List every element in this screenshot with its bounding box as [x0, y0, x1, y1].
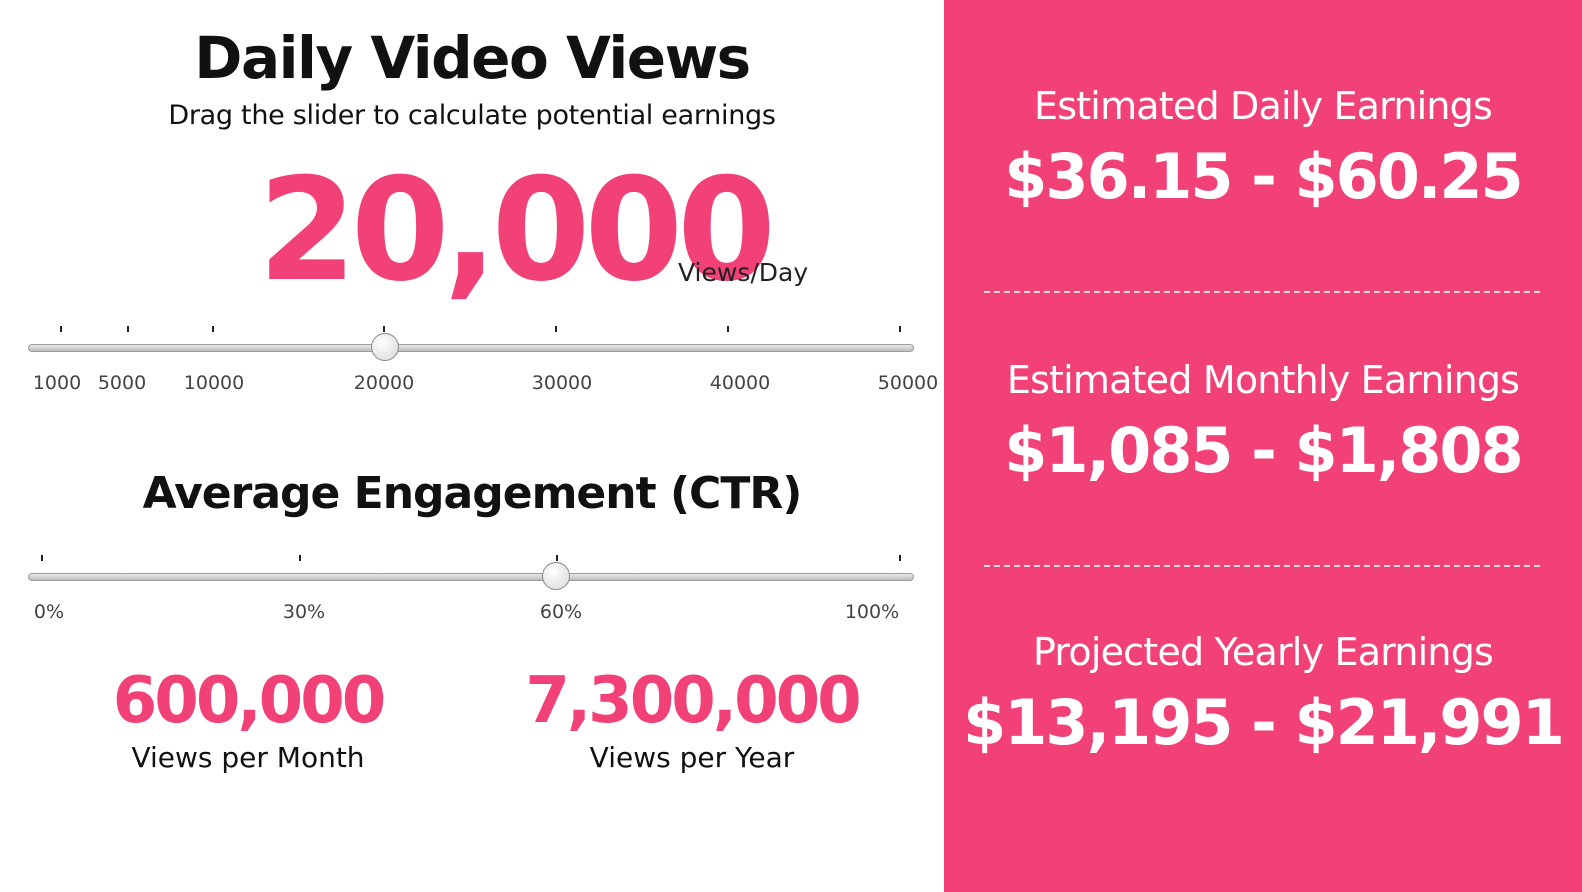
divider — [984, 565, 1540, 567]
slider-track[interactable] — [28, 573, 914, 581]
monthly-earnings-block: Estimated Monthly Earnings $1,085 - $1,8… — [944, 358, 1582, 487]
slider-tick-label: 20000 — [353, 372, 415, 394]
slider-tick — [41, 555, 43, 561]
yearly-views-stat: 7,300,000 Views per Year — [522, 664, 862, 775]
earnings-panel: Estimated Daily Earnings $36.15 - $60.25… — [944, 0, 1582, 892]
slider-tick-label: 100% — [844, 601, 900, 623]
daily-earnings-label: Estimated Daily Earnings — [1034, 84, 1493, 128]
slider-tick — [899, 326, 901, 332]
slider-tick-label: 50000 — [877, 372, 939, 394]
divider — [984, 291, 1540, 293]
monthly-views-label: Views per Month — [131, 741, 365, 775]
slider-tick-label: 1000 — [32, 372, 82, 394]
slider-tick-label: 30% — [282, 601, 326, 623]
slider-tick — [727, 326, 729, 332]
engagement-title: Average Engagement (CTR) — [142, 468, 803, 519]
slider-tick-label: 5000 — [97, 372, 147, 394]
slider-tick-label: 40000 — [709, 372, 771, 394]
yearly-earnings-label: Projected Yearly Earnings — [1032, 630, 1494, 674]
monthly-views-value: 600,000 — [112, 664, 387, 738]
daily-views-unit: Views/Day — [678, 258, 809, 287]
monthly-views-stat: 600,000 Views per Month — [98, 664, 398, 775]
daily-views-slider-handle[interactable] — [371, 333, 399, 361]
slider-tick — [299, 555, 301, 561]
engagement-slider-handle[interactable] — [542, 562, 570, 590]
slider-tick — [556, 555, 558, 561]
slider-tick — [212, 326, 214, 332]
slider-tick-label: 0% — [33, 601, 65, 623]
yearly-views-value: 7,300,000 — [525, 664, 861, 738]
slider-tick-label: 60% — [539, 601, 583, 623]
slider-tick-label: 10000 — [183, 372, 245, 394]
calculator-panel: Daily Video Views Drag the slider to cal… — [28, 24, 939, 775]
daily-views-value: 20,000 — [258, 148, 776, 313]
slider-tick — [127, 326, 129, 332]
daily-views-slider[interactable]: 1000 5000 10000 20000 30000 40000 50000 — [28, 326, 938, 406]
slider-track[interactable] — [28, 344, 914, 352]
daily-earnings-block: Estimated Daily Earnings $36.15 - $60.25 — [944, 84, 1582, 213]
slider-tick — [555, 326, 557, 332]
engagement-slider[interactable]: 0% 30% 60% 100% — [28, 555, 914, 635]
page-subtitle: Drag the slider to calculate potential e… — [168, 100, 776, 131]
monthly-earnings-value: $1,085 - $1,808 — [1004, 414, 1523, 487]
page-title: Daily Video Views — [194, 24, 751, 92]
slider-tick-label: 30000 — [531, 372, 593, 394]
slider-tick — [60, 326, 62, 332]
slider-tick — [899, 555, 901, 561]
yearly-views-label: Views per Year — [589, 741, 795, 775]
monthly-earnings-label: Estimated Monthly Earnings — [1006, 358, 1520, 402]
yearly-earnings-block: Projected Yearly Earnings $13,195 - $21,… — [944, 630, 1582, 759]
yearly-earnings-value: $13,195 - $21,991 — [963, 686, 1565, 759]
slider-tick — [383, 326, 385, 332]
daily-earnings-value: $36.15 - $60.25 — [1004, 140, 1523, 213]
